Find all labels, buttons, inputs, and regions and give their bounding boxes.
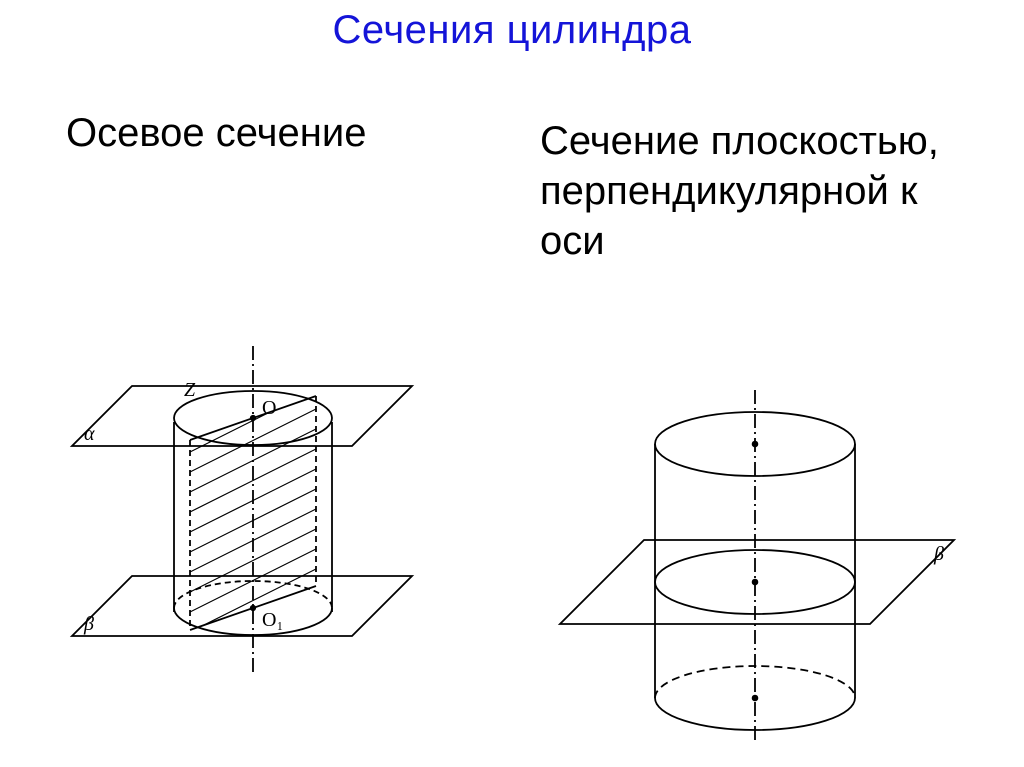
- figure-axial-section: Z O O₁ α β: [62, 336, 436, 686]
- label-O: O: [262, 397, 276, 419]
- point-O1: [251, 606, 255, 610]
- label-alpha: α: [84, 423, 95, 445]
- point-O: [251, 416, 255, 420]
- figure-perpendicular-section: β: [540, 388, 970, 748]
- subtitle-axial: Осевое сечение: [66, 108, 426, 158]
- label-Z: Z: [184, 379, 196, 401]
- label-O1: O₁: [262, 609, 283, 631]
- perp-labels: β: [933, 543, 944, 565]
- slide: Сечения цилиндра Осевое сечение Сечение …: [0, 0, 1024, 767]
- label-beta: β: [83, 613, 94, 635]
- perpendicular-section-svg: β: [540, 388, 970, 748]
- dot-top: [753, 442, 758, 447]
- slide-title: Сечения цилиндра: [0, 8, 1024, 53]
- dot-mid: [753, 580, 758, 585]
- axial-section-svg: Z O O₁ α β: [62, 336, 436, 686]
- dot-bottom: [753, 696, 758, 701]
- subtitle-perpendicular: Сечение плоскостью, перпендикулярной к о…: [540, 116, 980, 266]
- plane-alpha: [72, 386, 412, 446]
- label-beta-right: β: [933, 543, 944, 565]
